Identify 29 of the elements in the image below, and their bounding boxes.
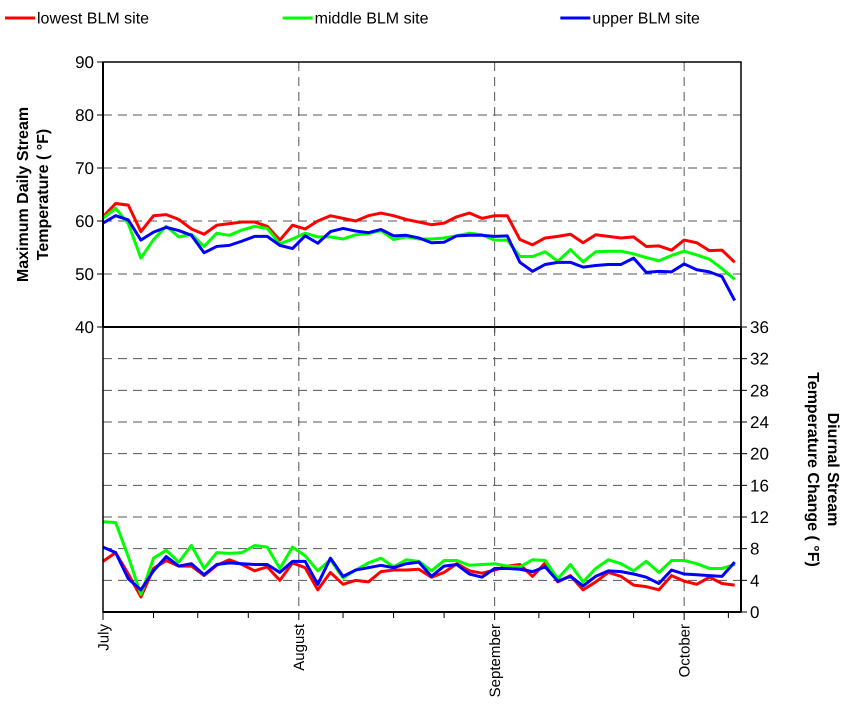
y2-tick-label: 28 xyxy=(750,381,769,400)
y2-tick-label: 16 xyxy=(750,476,769,496)
x-tick-label: August xyxy=(291,623,308,671)
y-tick-label: 90 xyxy=(75,52,94,72)
y2-tick-label: 32 xyxy=(750,350,769,369)
y2-tick-label: 4 xyxy=(750,571,760,590)
x-tick-label: July xyxy=(95,624,112,651)
y2-tick-label: 12 xyxy=(750,508,769,527)
x-tick-label: October xyxy=(676,624,694,678)
legend-label: upper BLM site xyxy=(592,10,700,28)
y2-tick-label: 8 xyxy=(750,540,760,559)
legend-label: lowest BLM site xyxy=(37,10,150,28)
y-tick-label: 40 xyxy=(75,318,94,337)
y-axis-title: Maximum Daily Stream Temperature ( °F) xyxy=(15,106,52,282)
line-series xyxy=(102,520,736,596)
y2-tick-label: 20 xyxy=(750,444,769,464)
line-series xyxy=(102,202,736,264)
y2-tick-label: 24 xyxy=(750,412,769,432)
legend-label: middle BLM site xyxy=(314,10,429,28)
y2-tick-label: 36 xyxy=(750,318,769,337)
line-series xyxy=(102,214,736,302)
y-tick-label: 70 xyxy=(75,158,94,178)
line-series xyxy=(102,546,736,592)
y-tick-label: 60 xyxy=(75,212,94,231)
x-tick-label: September xyxy=(486,624,504,698)
y-tick-label: 50 xyxy=(75,264,94,284)
y2-axis-title: Diurnal Stream Temperature Change ( °F) xyxy=(804,372,841,567)
y-tick-label: 80 xyxy=(75,106,94,125)
y2-tick-label: 0 xyxy=(750,602,760,622)
